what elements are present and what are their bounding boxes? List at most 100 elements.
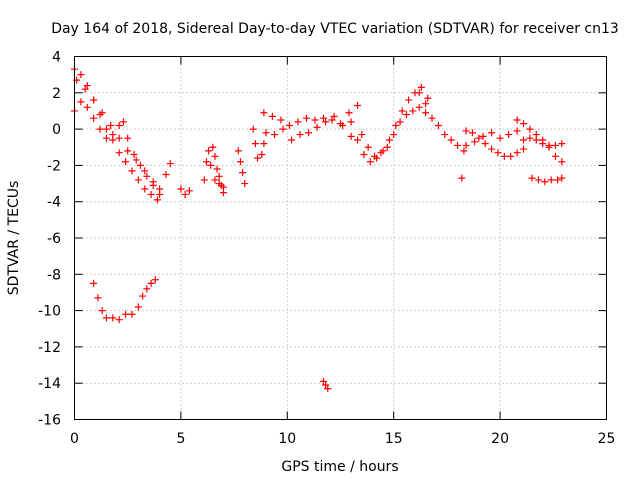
data-point [396,118,404,126]
data-point [141,185,149,193]
y-tick-label: -6 [47,231,61,247]
data-point [428,114,436,122]
data-point [90,114,98,122]
y-tick-label: -14 [38,376,61,392]
data-point [122,310,130,318]
data-point [441,131,449,139]
data-point [77,98,85,106]
y-tick-label: -4 [47,195,61,211]
data-point [422,100,430,108]
data-point [147,190,155,198]
data-point [234,147,242,155]
y-tick-label: 4 [52,50,61,66]
data-point [202,158,210,166]
data-point [458,174,466,182]
series-track-9-13b [262,112,355,144]
series-low-22 [528,174,566,186]
data-point [285,121,293,129]
data-point [132,156,140,164]
data-point [345,109,353,117]
data-point [313,123,321,131]
data-point [545,141,553,149]
data-point [277,116,285,124]
data-point [205,147,213,155]
data-point [534,176,542,184]
data-point [249,125,257,133]
data-point [558,140,566,148]
data-point [488,145,496,153]
series-trough-14 [347,83,432,166]
data-point [409,107,417,115]
data-point [377,149,385,157]
y-tick-label: 0 [52,122,61,138]
data-point [462,127,470,135]
x-tick-label: 5 [176,431,185,447]
data-point [94,294,102,302]
series-track-18-20 [462,127,528,160]
data-point [390,131,398,139]
series-segment-5 [177,185,193,198]
data-point [322,381,330,389]
x-tick-label: 15 [385,431,403,447]
data-point [415,89,423,97]
data-point [260,109,268,117]
data-point [447,136,455,144]
data-point [141,167,149,175]
data-point [347,132,355,140]
data-point [526,134,534,142]
data-point [98,109,106,117]
y-tick-label: 2 [52,86,61,102]
data-point [109,131,117,139]
data-point [151,276,159,284]
x-tick-label: 10 [278,431,296,447]
data-point [109,314,117,322]
data-point [328,116,336,124]
data-point [302,114,310,122]
data-point [496,134,504,142]
data-point [181,190,189,198]
grid [74,56,607,420]
data-point [90,96,98,104]
series-track-18-20b [462,127,521,149]
data-point [236,158,244,166]
data-point [520,145,528,153]
y-tick-label: -8 [47,267,61,283]
chart-title: Day 164 of 2018, Sidereal Day-to-day VTE… [51,21,619,37]
data-point [115,134,123,142]
data-point [554,176,562,184]
series-trough-14b [358,103,430,160]
data-point [532,136,540,144]
data-point [128,167,136,175]
data-point [311,116,319,124]
data-point [241,180,249,188]
data-point [392,121,400,129]
data-point [454,141,462,149]
series-spike-12 [319,377,332,393]
data-point [305,129,313,137]
y-axis-label: SDTVAR / TECUs [6,181,22,296]
series-track-b [71,98,174,193]
series-track-16-18 [415,89,468,155]
data-point [124,134,132,142]
data-point [500,152,508,160]
data-point [539,140,547,148]
data-point [102,314,110,322]
data-point [143,285,151,293]
data-point [434,121,442,129]
data-point [149,178,157,186]
data-point [494,149,502,157]
data-point [551,152,559,160]
series-track-20-23 [513,116,566,166]
data-point [330,112,338,120]
data-point [115,121,123,129]
data-point [405,96,413,104]
data-point [209,143,217,151]
data-point [385,136,393,144]
data-point [488,129,496,137]
data-point [268,112,276,120]
data-point [96,125,104,133]
data-point [200,176,208,184]
data-point [383,143,391,151]
data-point [551,141,559,149]
data-point [90,279,98,287]
